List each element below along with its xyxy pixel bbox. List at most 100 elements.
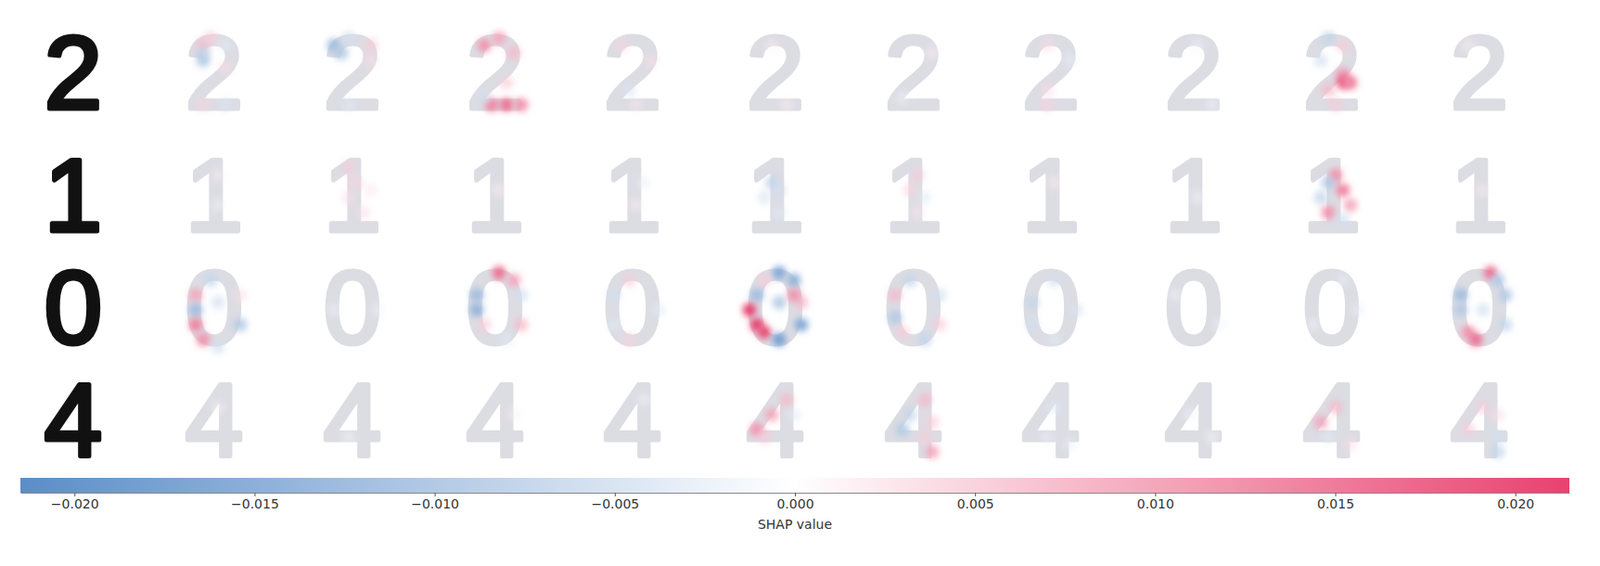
cells <box>765 38 794 112</box>
shap-cell <box>1321 176 1335 190</box>
shap-cell <box>903 183 917 197</box>
shap-cell <box>211 340 225 354</box>
background-image: 4 <box>1164 361 1223 478</box>
cells <box>1476 183 1490 197</box>
shap-cell <box>1048 400 1062 414</box>
tick: −0.005 <box>590 492 640 512</box>
shap-panel: 4 <box>466 361 525 478</box>
shap-cell <box>607 288 621 302</box>
shap-cell <box>918 332 932 346</box>
cells <box>1461 38 1475 52</box>
shap-cell <box>1344 437 1357 451</box>
shap-cell <box>1344 198 1357 212</box>
shap-panel: 0 <box>1164 249 1227 366</box>
shap-cell <box>918 393 932 407</box>
shap-cell <box>349 176 363 190</box>
input-image: 2 <box>44 14 103 131</box>
shap-cell <box>1336 38 1350 52</box>
cells <box>629 176 651 212</box>
shap-cell <box>780 98 794 112</box>
shap-cell <box>1498 288 1512 302</box>
background-image: 1 <box>1303 137 1361 254</box>
shap-cell <box>1306 318 1320 332</box>
shap-cell <box>196 332 210 346</box>
shap-cell <box>233 318 247 332</box>
shap-cell <box>371 303 385 317</box>
shap-cell <box>477 318 491 332</box>
shap-cell <box>514 288 528 302</box>
shap-cell <box>750 288 764 302</box>
shap-cell <box>477 90 491 104</box>
shap-cell <box>1205 98 1219 112</box>
shap-cell <box>1048 273 1062 287</box>
shap-cell <box>925 415 939 429</box>
tick: 0.015 <box>1317 492 1355 512</box>
shap-panel: 4 <box>1450 361 1509 478</box>
shap-panel: 0 <box>603 249 666 366</box>
shap-cell <box>629 98 643 112</box>
shap-cell <box>888 288 902 302</box>
cells <box>1168 288 1227 332</box>
shap-cell <box>1476 183 1490 197</box>
cells <box>1190 38 1219 112</box>
shap-cell <box>342 191 356 205</box>
shap-cell <box>1476 400 1490 414</box>
background-image: 1 <box>1022 137 1080 254</box>
tick-label: −0.005 <box>590 496 640 512</box>
shap-cell <box>1040 98 1054 112</box>
background-image: 2 <box>1450 14 1509 131</box>
shap-cell <box>189 288 203 302</box>
shap-cell <box>652 303 666 317</box>
shap-cell <box>1461 38 1475 52</box>
shap-cell <box>925 46 939 60</box>
cells <box>189 273 247 354</box>
shap-panel: 1 <box>466 137 525 254</box>
shap-panel: 2 <box>1022 14 1080 131</box>
shap-cell <box>218 38 232 52</box>
background-image: 2 <box>466 14 525 131</box>
shap-cell <box>499 76 513 90</box>
shap-cell <box>1454 288 1468 302</box>
shap-cell <box>1329 98 1343 112</box>
shap-cell <box>1461 422 1475 436</box>
shap-cell <box>1025 295 1039 309</box>
shap-cell <box>637 176 651 190</box>
tick-label: 0.015 <box>1317 496 1355 512</box>
shap-cell <box>896 422 909 436</box>
tick: 0.020 <box>1497 492 1535 512</box>
shap-panel: 2 <box>185 14 244 131</box>
shap-cell <box>1351 303 1365 317</box>
shap-panel: 1 <box>884 137 943 254</box>
shap-panel: 0 <box>466 249 528 366</box>
cells <box>742 266 808 346</box>
shap-cell <box>888 310 902 324</box>
cells <box>1025 273 1084 346</box>
shap-cell <box>1454 303 1468 317</box>
shap-cell <box>204 273 218 287</box>
cells <box>211 168 225 212</box>
background-image: 1 <box>603 137 662 254</box>
shap-cell <box>342 98 356 112</box>
shap-cell <box>757 325 771 339</box>
shap-cell <box>637 393 651 407</box>
shap-cell <box>903 408 917 422</box>
cells <box>1040 400 1076 451</box>
tick: −0.020 <box>51 492 100 512</box>
background-image: 2 <box>1303 14 1361 131</box>
cells <box>477 31 528 112</box>
background-image: 4 <box>884 361 943 478</box>
shap-cell <box>1062 437 1076 451</box>
shap-cell <box>896 325 909 339</box>
shap-cell <box>211 198 225 212</box>
shap-cell <box>477 38 491 52</box>
shap-cell <box>1205 430 1219 444</box>
cells <box>507 408 521 422</box>
chart: 2222222222211111111111000000000004444444… <box>0 0 1600 566</box>
shap-cell <box>1336 273 1350 287</box>
cells <box>903 168 932 219</box>
shap-cell <box>492 31 506 45</box>
background-image: 2 <box>323 14 382 131</box>
shap-panel: 0 <box>1303 249 1365 366</box>
shap-cell <box>1476 303 1490 317</box>
shap-cell <box>622 83 636 97</box>
